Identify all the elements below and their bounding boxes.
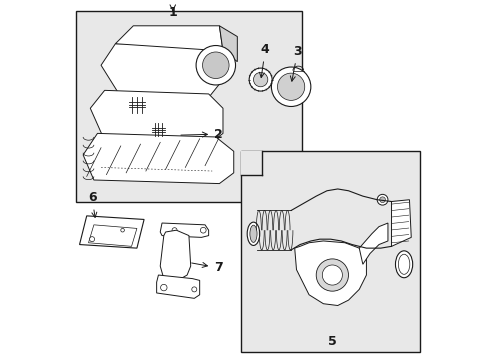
Bar — [241, 151, 262, 175]
Circle shape — [160, 284, 167, 291]
Polygon shape — [359, 223, 387, 264]
Ellipse shape — [247, 222, 259, 246]
Polygon shape — [101, 44, 223, 98]
Ellipse shape — [395, 251, 412, 278]
Circle shape — [379, 197, 385, 203]
Text: 1: 1 — [168, 6, 177, 19]
Polygon shape — [90, 90, 223, 144]
Bar — [76, 12, 301, 202]
Circle shape — [196, 45, 235, 85]
Polygon shape — [80, 216, 144, 248]
Circle shape — [202, 52, 228, 78]
Circle shape — [376, 194, 387, 205]
Circle shape — [200, 227, 206, 233]
Text: 6: 6 — [88, 192, 97, 217]
Circle shape — [121, 228, 124, 232]
Circle shape — [172, 228, 177, 233]
Circle shape — [253, 72, 267, 87]
Circle shape — [277, 73, 304, 100]
Text: 4: 4 — [259, 43, 269, 77]
Text: 5: 5 — [327, 335, 336, 348]
Text: 3: 3 — [290, 45, 301, 81]
Bar — [241, 151, 419, 352]
Circle shape — [191, 287, 196, 292]
Text: 2: 2 — [181, 127, 223, 141]
Ellipse shape — [398, 254, 409, 274]
Circle shape — [89, 237, 94, 242]
Polygon shape — [83, 134, 233, 184]
Circle shape — [316, 259, 348, 291]
Polygon shape — [88, 225, 137, 246]
Polygon shape — [391, 200, 410, 246]
Ellipse shape — [249, 225, 257, 242]
Polygon shape — [160, 230, 190, 282]
Polygon shape — [219, 26, 237, 62]
Polygon shape — [294, 241, 366, 306]
Circle shape — [322, 265, 342, 285]
Text: 7: 7 — [191, 261, 223, 274]
Circle shape — [249, 68, 271, 91]
Polygon shape — [115, 26, 223, 51]
Polygon shape — [160, 223, 208, 237]
Circle shape — [271, 67, 310, 107]
Polygon shape — [156, 275, 199, 298]
